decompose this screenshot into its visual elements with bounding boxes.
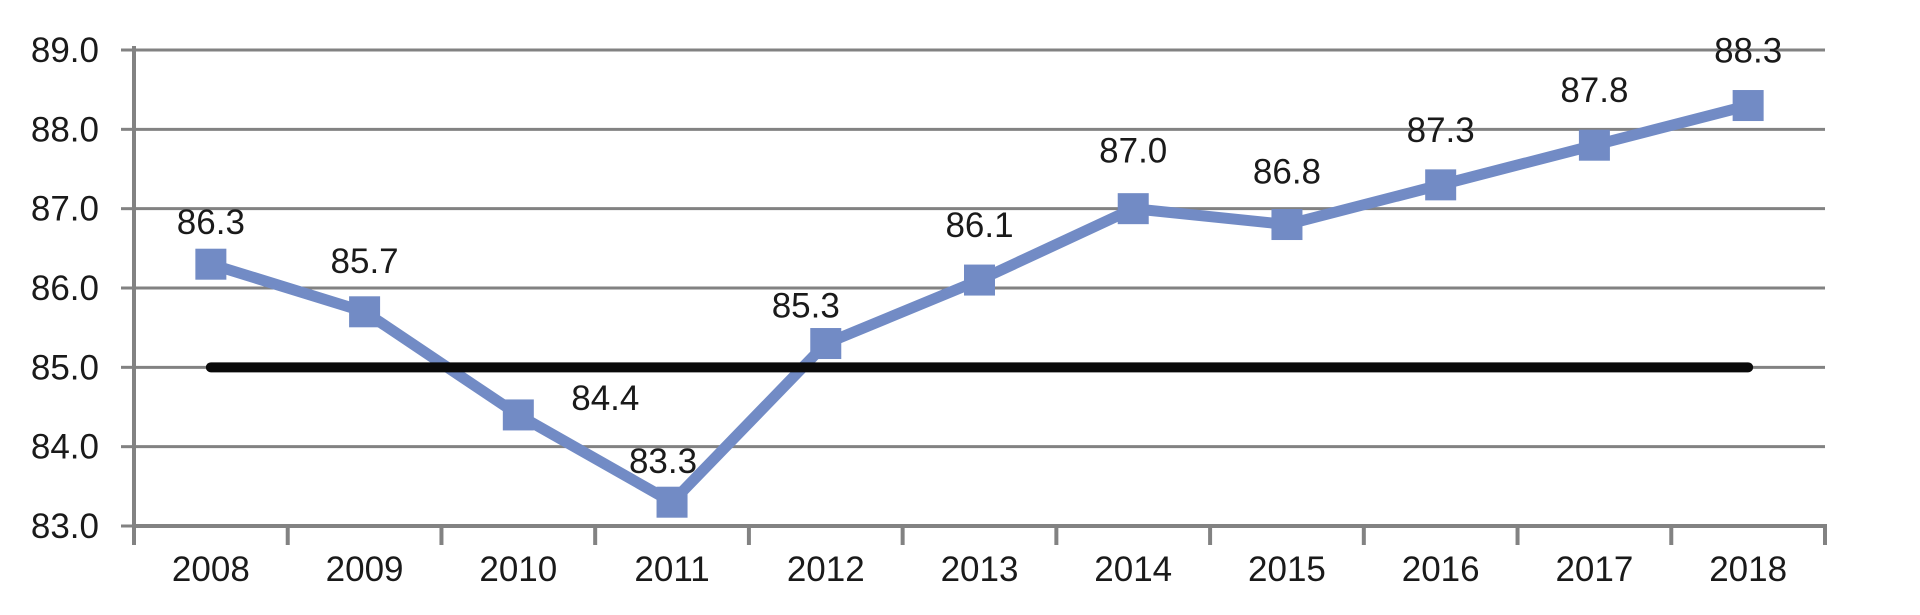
- data-point-marker: [1732, 90, 1764, 122]
- x-tick-label: 2008: [172, 550, 250, 589]
- data-point-label: 86.8: [1253, 153, 1321, 192]
- x-tick-label: 2018: [1709, 550, 1787, 589]
- y-tick-label: 89.0: [31, 31, 99, 70]
- x-tick-label: 2015: [1248, 550, 1326, 589]
- data-point-label: 85.3: [772, 287, 840, 326]
- data-point-label: 87.0: [1099, 132, 1167, 171]
- data-point-marker: [1271, 209, 1303, 241]
- data-point-marker: [1425, 169, 1457, 201]
- x-tick-label: 2012: [787, 550, 865, 589]
- data-point-label: 87.8: [1560, 71, 1628, 110]
- y-tick-label: 87.0: [31, 190, 99, 229]
- data-point-marker: [349, 296, 381, 328]
- x-tick-label: 2011: [634, 550, 709, 589]
- data-point-label: 85.7: [331, 242, 399, 281]
- data-point-marker: [1117, 193, 1149, 225]
- y-tick-label: 85.0: [31, 348, 99, 387]
- data-point-marker: [195, 248, 227, 280]
- data-point-marker: [1578, 129, 1610, 161]
- y-tick-label: 83.0: [31, 507, 99, 546]
- y-tick-label: 88.0: [31, 110, 99, 149]
- data-point-label: 86.3: [177, 203, 245, 242]
- data-point-label: 84.4: [571, 379, 639, 418]
- data-point-marker: [964, 264, 995, 296]
- x-tick-label: 2009: [326, 550, 404, 589]
- y-tick-label: 84.0: [31, 428, 99, 467]
- x-tick-label: 2010: [479, 550, 557, 589]
- x-tick-label: 2017: [1555, 550, 1633, 589]
- x-tick-label: 2013: [941, 550, 1019, 589]
- data-point-marker: [810, 328, 842, 360]
- y-tick-label: 86.0: [31, 269, 99, 308]
- data-point-label: 86.1: [945, 206, 1013, 245]
- data-point-label: 83.3: [629, 442, 697, 481]
- data-point-marker: [656, 486, 688, 518]
- series-line: [209, 100, 1750, 508]
- data-point-label: 88.3: [1714, 32, 1782, 71]
- data-point-marker: [502, 399, 534, 431]
- x-tick-label: 2014: [1094, 550, 1172, 589]
- x-tick-label: 2016: [1402, 550, 1480, 589]
- data-point-label: 87.3: [1407, 111, 1475, 150]
